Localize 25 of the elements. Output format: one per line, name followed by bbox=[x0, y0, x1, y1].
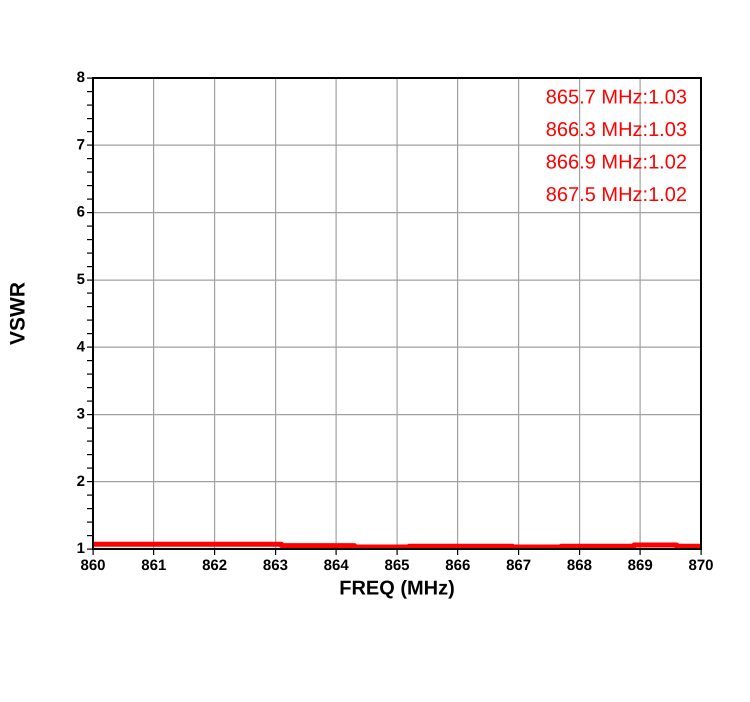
y-tick-label: 2 bbox=[76, 472, 85, 490]
annotation: 866.9 MHz:1.02 bbox=[546, 152, 687, 174]
y-tick-label: 3 bbox=[76, 406, 85, 423]
y-tick-label: 4 bbox=[76, 338, 86, 356]
x-tick-label: 869 bbox=[628, 557, 653, 574]
y-tick-label: 8 bbox=[76, 69, 85, 86]
x-axis-title: FREQ (MHz) bbox=[339, 578, 455, 600]
y-tick-label: 1 bbox=[76, 540, 85, 558]
annotation: 866.3 MHz:1.03 bbox=[546, 119, 687, 142]
y-tick-label: 5 bbox=[76, 271, 85, 288]
y-axis-title: VSWR bbox=[6, 282, 30, 345]
x-tick-label: 866 bbox=[445, 557, 470, 574]
x-tick-label: 867 bbox=[506, 557, 532, 574]
x-tick-label: 861 bbox=[141, 557, 166, 574]
annotation: 865.7 MHz:1.03 bbox=[546, 86, 687, 109]
annotation: 867.5 MHz:1.02 bbox=[546, 184, 687, 206]
x-tick-label: 864 bbox=[324, 557, 350, 574]
y-tick-label: 7 bbox=[76, 136, 85, 154]
x-tick-label: 863 bbox=[262, 557, 288, 574]
x-tick-label: 860 bbox=[80, 557, 106, 574]
x-tick-label: 865 bbox=[384, 557, 410, 574]
x-tick-label: 870 bbox=[688, 557, 714, 574]
x-tick-label: 868 bbox=[566, 557, 592, 574]
y-tick-label: 6 bbox=[76, 204, 85, 221]
x-tick-label: 862 bbox=[202, 557, 228, 574]
